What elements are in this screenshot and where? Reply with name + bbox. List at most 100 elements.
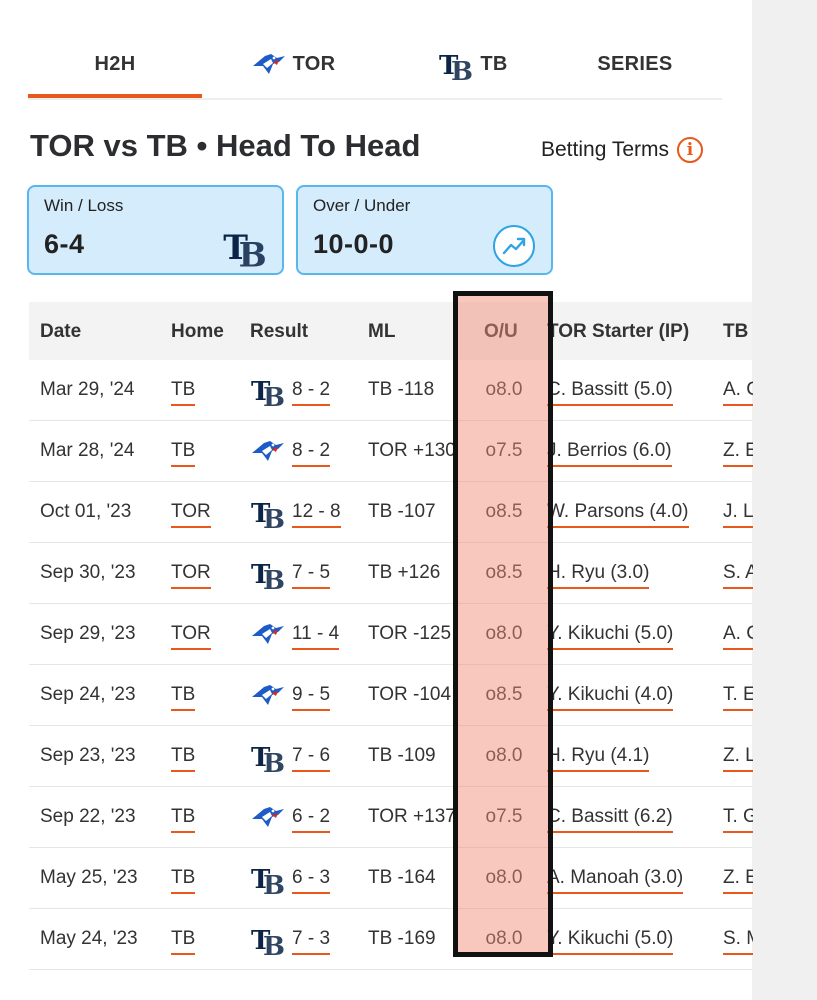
over-under-card: Over / Under 10-0-0 bbox=[296, 185, 553, 275]
home-team-link[interactable]: TB bbox=[171, 440, 196, 467]
date-cell: Mar 28, '24 bbox=[40, 440, 135, 461]
tor-starter-link[interactable]: Y. Kikuchi (4.0) bbox=[547, 684, 717, 711]
tb-starter-link[interactable]: A. C bbox=[723, 379, 753, 406]
tb-starter-link[interactable]: S. A bbox=[723, 562, 753, 589]
home-team-link[interactable]: TB bbox=[171, 684, 196, 711]
result-score: 12 - 8 bbox=[292, 501, 341, 528]
home-team-label: TB bbox=[171, 928, 196, 955]
svg-text:B: B bbox=[263, 505, 285, 530]
ou-cell: o8.0 bbox=[485, 623, 523, 644]
blue-jays-logo-icon bbox=[250, 677, 286, 713]
result-link[interactable]: 11 - 4 bbox=[292, 623, 340, 650]
blue-jays-logo-icon bbox=[250, 433, 286, 469]
tor-starter-name: C. Bassitt (5.0) bbox=[547, 379, 673, 406]
result-link[interactable]: 6 - 2 bbox=[292, 806, 331, 833]
home-team-link[interactable]: TOR bbox=[171, 501, 211, 528]
table-row: Sep 22, '23 TB 6 - 2 TOR +137 o7.5 C. Bassitt… bbox=[29, 787, 753, 848]
page-title: TOR vs TB • Head To Head bbox=[30, 128, 421, 163]
table-row: Sep 30, '23 TOR T B 7 - 5 TB +126 o8.5 H. Ryu (… bbox=[29, 543, 753, 604]
tb-starter-name: Z. L bbox=[723, 745, 753, 772]
tb-starter-link[interactable]: T. E bbox=[723, 684, 753, 711]
win-loss-card: Win / Loss 6-4 T B bbox=[27, 185, 284, 275]
home-team-link[interactable]: TB bbox=[171, 745, 196, 772]
result-link[interactable]: 7 - 3 bbox=[292, 928, 331, 955]
ml-cell: TOR +130 bbox=[368, 440, 456, 461]
home-team-link[interactable]: TB bbox=[171, 806, 196, 833]
svg-text:T: T bbox=[251, 499, 271, 529]
tor-starter-name: H. Ryu (3.0) bbox=[547, 562, 650, 589]
home-team-label: TB bbox=[171, 684, 196, 711]
home-team-link[interactable]: TOR bbox=[171, 623, 211, 650]
home-team-label: TB bbox=[171, 440, 196, 467]
side-panel bbox=[752, 0, 817, 1000]
tab-h2h[interactable]: H2H bbox=[28, 30, 202, 98]
col-ou: O/U bbox=[484, 321, 518, 342]
tor-starter-link[interactable]: J. Berrios (6.0) bbox=[547, 440, 717, 467]
tb-starter-link[interactable]: T. G bbox=[723, 806, 753, 833]
svg-text:B: B bbox=[451, 57, 473, 82]
rays-logo-icon: T B bbox=[223, 228, 266, 269]
table-row: Mar 29, '24 TB T B 8 - 2 TB -118 o8.0 C. Bassit… bbox=[29, 360, 753, 421]
home-team-link[interactable]: TB bbox=[171, 867, 196, 894]
info-icon: i bbox=[677, 137, 703, 163]
tor-starter-name: H. Ryu (4.1) bbox=[547, 745, 650, 772]
tor-starter-link[interactable]: H. Ryu (4.1) bbox=[547, 745, 717, 772]
result-link[interactable]: 8 - 2 bbox=[292, 379, 331, 406]
table-row: Oct 01, '23 TOR T B 12 - 8 TB -107 o8.5 W. Pars… bbox=[29, 482, 753, 543]
tb-starter-link[interactable]: Z. L bbox=[723, 745, 753, 772]
ml-cell: TB -169 bbox=[368, 928, 436, 949]
over-under-value: 10-0-0 bbox=[313, 229, 395, 259]
ml-cell: TB -109 bbox=[368, 745, 436, 766]
tor-starter-name: J. Berrios (6.0) bbox=[547, 440, 672, 467]
svg-text:B: B bbox=[263, 383, 285, 408]
blue-jays-logo-icon bbox=[250, 616, 286, 652]
home-team-link[interactable]: TB bbox=[171, 928, 196, 955]
tor-starter-link[interactable]: A. Manoah (3.0) bbox=[547, 867, 717, 894]
table-row: Mar 28, '24 TB 8 - 2 TOR +130 o7.5 J. Berrios… bbox=[29, 421, 753, 482]
home-team-link[interactable]: TB bbox=[171, 379, 196, 406]
trend-up-icon bbox=[493, 225, 535, 267]
tab-series[interactable]: SERIES bbox=[568, 30, 702, 98]
tab-label: H2H bbox=[94, 52, 136, 75]
tab-tor[interactable]: TOR bbox=[228, 30, 358, 98]
svg-text:T: T bbox=[439, 51, 459, 81]
result-link[interactable]: 8 - 2 bbox=[292, 440, 331, 467]
tb-starter-link[interactable]: S. M bbox=[723, 928, 753, 955]
tor-starter-link[interactable]: C. Bassitt (6.2) bbox=[547, 806, 717, 833]
ou-cell: o8.0 bbox=[485, 928, 523, 949]
home-team-label: TB bbox=[171, 867, 196, 894]
betting-terms-link[interactable]: Betting Terms i bbox=[541, 137, 703, 163]
tb-starter-link[interactable]: A. C bbox=[723, 623, 753, 650]
table-row: Sep 29, '23 TOR 11 - 4 TOR -125 o8.0 Y. Kikuc… bbox=[29, 604, 753, 665]
tab-tb[interactable]: T B TB bbox=[408, 30, 538, 98]
ml-cell: TB -164 bbox=[368, 867, 436, 888]
date-cell: Sep 24, '23 bbox=[40, 684, 136, 705]
tor-starter-link[interactable]: Y. Kikuchi (5.0) bbox=[547, 928, 717, 955]
tb-starter-link[interactable]: Z. E bbox=[723, 867, 753, 894]
ou-cell: o8.0 bbox=[485, 379, 523, 400]
home-team-link[interactable]: TOR bbox=[171, 562, 211, 589]
result-score: 11 - 4 bbox=[292, 623, 340, 650]
tb-starter-link[interactable]: Z. E bbox=[723, 440, 753, 467]
tor-starter-name: W. Parsons (4.0) bbox=[547, 501, 689, 528]
win-loss-caption: Win / Loss bbox=[44, 196, 124, 215]
result-link[interactable]: 9 - 5 bbox=[292, 684, 331, 711]
result-link[interactable]: 6 - 3 bbox=[292, 867, 331, 894]
tor-starter-link[interactable]: W. Parsons (4.0) bbox=[547, 501, 717, 528]
tor-starter-link[interactable]: C. Bassitt (5.0) bbox=[547, 379, 717, 406]
result-link[interactable]: 7 - 5 bbox=[292, 562, 331, 589]
col-ml: ML bbox=[368, 321, 396, 342]
tb-starter-link[interactable]: J. L bbox=[723, 501, 753, 528]
result-link[interactable]: 12 - 8 bbox=[292, 501, 341, 528]
date-cell: Mar 29, '24 bbox=[40, 379, 135, 400]
tor-starter-link[interactable]: H. Ryu (3.0) bbox=[547, 562, 717, 589]
tb-starter-name: S. M bbox=[723, 928, 753, 955]
result-link[interactable]: 7 - 6 bbox=[292, 745, 331, 772]
tb-starter-name: T. G bbox=[723, 806, 753, 833]
svg-text:T: T bbox=[251, 377, 271, 407]
tor-starter-link[interactable]: Y. Kikuchi (5.0) bbox=[547, 623, 717, 650]
svg-text:T: T bbox=[251, 865, 271, 895]
ml-cell: TOR -104 bbox=[368, 684, 452, 705]
